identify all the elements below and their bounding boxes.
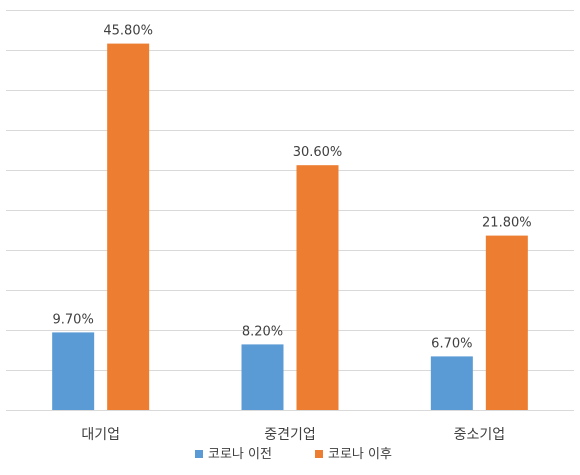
legend-label: 코로나 이후 — [328, 447, 392, 462]
bars — [52, 43, 528, 410]
data-label: 30.60% — [293, 145, 343, 160]
legend: 코로나 이전 코로나 이후 — [195, 447, 392, 462]
legend-swatch — [195, 450, 203, 458]
category-label: 중소기업 — [454, 427, 506, 443]
bar-before-1 — [241, 344, 284, 410]
bar-after-2 — [485, 235, 528, 410]
bar-before-0 — [52, 332, 95, 410]
bar-before-2 — [430, 356, 473, 410]
category-label: 대기업 — [81, 427, 120, 443]
x-axis: 대기업 중견기업 중소기업 — [6, 410, 574, 443]
legend-label: 코로나 이전 — [208, 447, 272, 462]
data-label: 6.70% — [431, 336, 472, 351]
bar-after-0 — [107, 43, 150, 410]
data-label: 45.80% — [103, 24, 153, 39]
data-labels: 9.70% 45.80% 8.20% 30.60% 6.70% 21.80% — [53, 24, 532, 352]
data-label: 21.80% — [482, 216, 532, 231]
bar-after-1 — [296, 165, 339, 410]
gridlines — [6, 10, 574, 371]
data-label: 9.70% — [53, 312, 94, 327]
legend-swatch — [315, 450, 323, 458]
data-label: 8.20% — [242, 324, 283, 339]
category-label: 중견기업 — [264, 427, 316, 443]
